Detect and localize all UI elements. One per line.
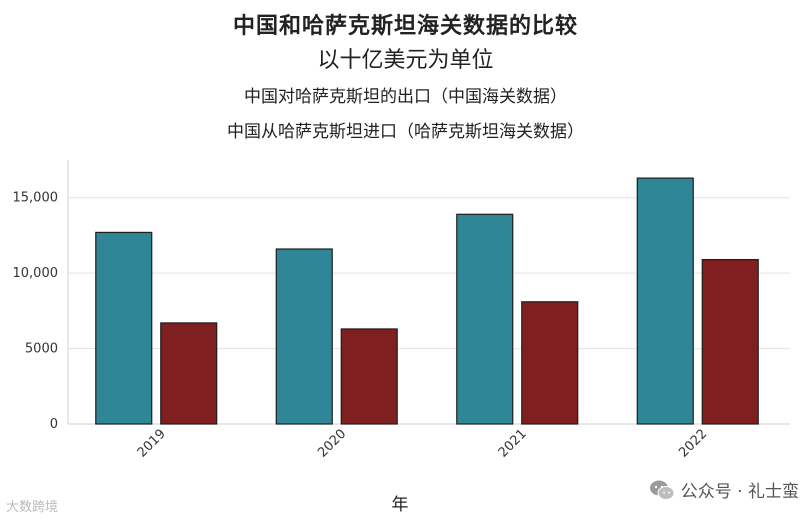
- y-tick-label: 5000: [25, 342, 58, 357]
- watermark-right: 公众号 · 礼士蛮: [649, 477, 799, 502]
- x-tick-label: 2022: [676, 427, 710, 461]
- bar: [95, 231, 153, 425]
- bar: [160, 322, 218, 425]
- watermark-right-text: 公众号 · 礼士蛮: [680, 482, 799, 502]
- bars: [95, 177, 759, 425]
- y-tick-label: 15,000: [13, 191, 59, 206]
- bar: [636, 177, 694, 425]
- x-axis-label: 年: [391, 495, 409, 515]
- y-tick-label: 10,000: [13, 266, 59, 281]
- bar: [701, 258, 759, 425]
- x-tick-label: 2019: [135, 427, 169, 461]
- y-tick-label: 0: [50, 417, 58, 432]
- chart-title: 中国和哈萨克斯坦海关数据的比较: [232, 13, 578, 39]
- legend-entry-imports: 中国从哈萨克斯坦进口（哈萨克斯坦海关数据）: [227, 122, 584, 142]
- legend-entry-exports: 中国对哈萨克斯坦的出口（中国海关数据）: [244, 87, 567, 107]
- watermark-left: 大数跨境: [6, 500, 59, 515]
- bar: [275, 248, 333, 425]
- wechat-icon: [649, 480, 675, 500]
- bar: [456, 213, 514, 425]
- x-tick-label: 2020: [315, 427, 349, 461]
- chart-subtitle: 以十亿美元为单位: [317, 48, 494, 73]
- x-tick-label: 2021: [496, 427, 530, 461]
- bar: [521, 301, 579, 425]
- bar: [340, 328, 398, 425]
